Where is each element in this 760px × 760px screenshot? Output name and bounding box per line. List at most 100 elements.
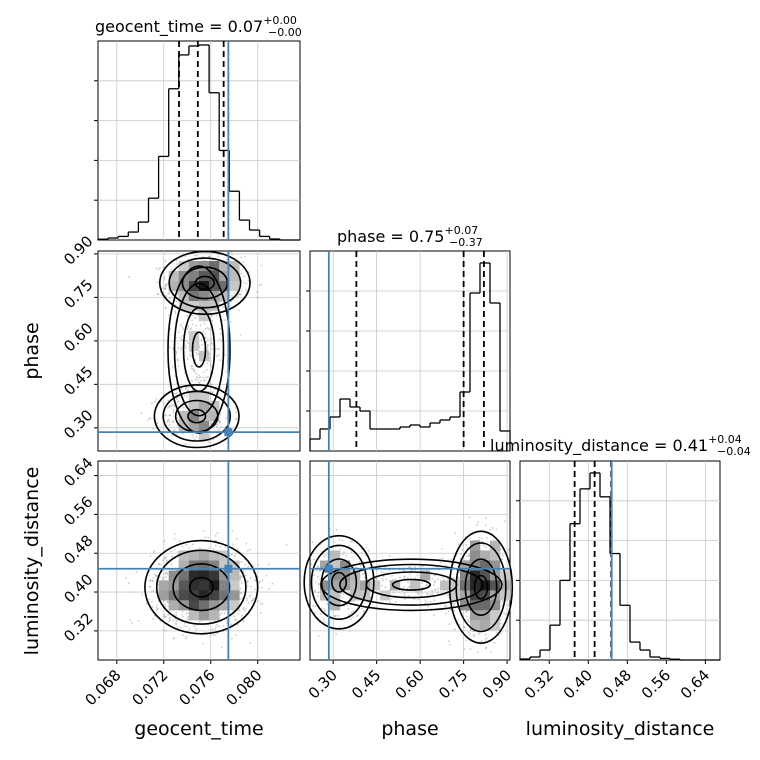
scatter-point xyxy=(210,342,213,345)
scatter-point xyxy=(175,300,178,303)
scatter-point xyxy=(404,598,406,600)
scatter-point xyxy=(187,618,190,621)
density-cell xyxy=(219,560,230,571)
density-cell xyxy=(188,271,200,282)
density-cell xyxy=(330,570,341,581)
scatter-point xyxy=(433,599,436,602)
scatter-point xyxy=(188,627,191,630)
scatter-point xyxy=(313,558,315,561)
density-cell xyxy=(199,281,210,292)
scatter-point xyxy=(185,443,187,445)
scatter-point xyxy=(214,634,217,636)
quantile-lines xyxy=(178,41,225,240)
scatter-point xyxy=(317,575,319,578)
scatter-point xyxy=(177,426,180,429)
density-cell xyxy=(440,580,451,591)
scatter-point xyxy=(260,612,262,614)
scatter-point xyxy=(361,573,364,576)
density-cell xyxy=(330,580,341,591)
density-cell xyxy=(178,261,190,272)
scatter-point xyxy=(442,576,444,579)
scatter-point xyxy=(208,328,210,331)
scatter-point xyxy=(395,600,397,603)
scatter-point xyxy=(164,615,167,618)
scatter-point xyxy=(220,332,222,335)
density-cell xyxy=(470,550,481,561)
density-cell xyxy=(390,580,401,591)
scatter-point xyxy=(199,324,202,326)
scatter-point xyxy=(175,622,177,625)
scatter-point xyxy=(499,548,502,551)
density-cell xyxy=(490,580,501,591)
scatter-point xyxy=(432,614,435,617)
scatter-point xyxy=(231,253,234,256)
scatter-point xyxy=(198,381,201,384)
scatter-point xyxy=(240,290,243,292)
panel-distance-vs-phase: 0.30 0.45 0.60 0.75 0.90 phase xyxy=(303,460,515,740)
density-cell xyxy=(188,421,200,432)
contour-level xyxy=(155,549,247,625)
scatter-point xyxy=(170,405,173,407)
scatter-point xyxy=(167,314,170,317)
scatter-point xyxy=(382,575,385,578)
scatter-point xyxy=(173,548,176,551)
scatter-point xyxy=(463,648,466,650)
title-distance: luminosity_distance = 0.41+0.04 −0.04 xyxy=(490,433,751,458)
scatter-point xyxy=(381,578,384,580)
scatter-point xyxy=(441,557,444,560)
scatter-point xyxy=(188,547,191,550)
scatter-point xyxy=(432,593,434,595)
scatter-point xyxy=(384,586,387,588)
scatter-point xyxy=(216,624,218,626)
scatter-point xyxy=(421,586,424,588)
density-cell xyxy=(209,281,220,292)
scatter-point xyxy=(249,548,252,551)
y-tick-label: 0.48 xyxy=(60,532,96,568)
scatter-point xyxy=(197,374,200,377)
scatter-point xyxy=(163,287,166,290)
scatter-point xyxy=(185,543,188,546)
scatter-point xyxy=(314,589,317,592)
scatter-point xyxy=(194,317,197,319)
scatter-point xyxy=(212,548,215,550)
scatter-point xyxy=(478,536,481,539)
scatter-point xyxy=(176,626,179,628)
density-cell xyxy=(199,351,210,362)
scatter-point xyxy=(162,559,165,562)
contour-level xyxy=(144,539,259,635)
scatter-point xyxy=(478,631,481,634)
scatter-point xyxy=(195,324,198,327)
scatter-point xyxy=(256,296,259,299)
scatter-point xyxy=(219,545,222,548)
scatter-point xyxy=(130,591,132,593)
scatter-point xyxy=(447,578,450,581)
y-tick-label: 0.64 xyxy=(60,454,96,490)
density-cell xyxy=(168,271,179,282)
scatter-point xyxy=(207,344,209,347)
scatter-point xyxy=(214,628,216,630)
y-ticks-phase: 0.30 0.45 0.60 0.75 0.90 xyxy=(60,232,98,442)
title-phase: phase = 0.75+0.07 −0.37 xyxy=(337,224,483,249)
scatter-point xyxy=(205,368,208,371)
scatter-point xyxy=(204,336,207,339)
scatter-point xyxy=(216,532,219,534)
scatter-point xyxy=(164,260,167,263)
scatter-point xyxy=(167,399,170,402)
x-axis-label-phase: phase xyxy=(381,718,438,740)
scatter-point xyxy=(247,601,250,604)
quantile-lines xyxy=(355,251,485,451)
density-cell xyxy=(219,590,230,601)
density-cell xyxy=(480,560,491,571)
scatter-point xyxy=(165,560,168,563)
scatter-point xyxy=(158,267,161,269)
scatter-point xyxy=(228,304,231,307)
scatter-point xyxy=(211,319,213,322)
scatter-point xyxy=(408,566,410,569)
density-cell xyxy=(209,401,220,412)
scatter-point xyxy=(166,559,168,562)
contour-level xyxy=(158,250,251,315)
scatter-point xyxy=(454,532,457,535)
density-cell xyxy=(209,580,220,591)
x-tick-label: 0.90 xyxy=(479,666,515,702)
scatter-point xyxy=(219,338,221,341)
